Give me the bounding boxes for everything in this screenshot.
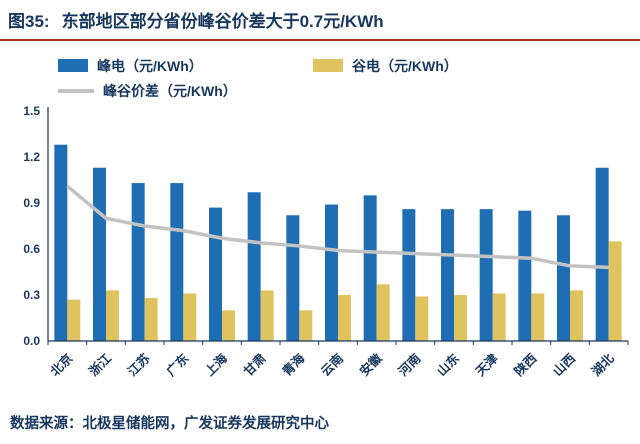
x-axis-tick-label: 青海 — [279, 350, 308, 379]
x-axis-tick-label: 江苏 — [124, 350, 153, 379]
peak-bar — [286, 215, 300, 341]
peak-bar — [93, 167, 106, 341]
y-axis-tick-label: 0.0 — [23, 334, 40, 348]
peak-bar — [518, 210, 532, 341]
legend-bar-marker — [58, 59, 88, 72]
peak-bar — [247, 192, 261, 341]
x-axis-tick-label: 上海 — [202, 350, 231, 379]
valley-bar — [376, 284, 390, 341]
peak-bar — [131, 183, 145, 341]
legend-item-2: 峰谷价差（元/KWh） — [58, 78, 313, 103]
x-axis-tick-label: 山西 — [550, 351, 578, 379]
valley-bar — [260, 290, 274, 341]
peak-bar — [363, 195, 377, 341]
valley-bar — [299, 310, 313, 341]
valley-bar — [415, 296, 429, 341]
valley-bar — [106, 290, 119, 341]
valley-bar — [222, 310, 235, 341]
chart-legend: 峰电（元/KWh） 谷电（元/KWh） 峰谷价差（元/KWh） — [58, 53, 618, 103]
peak-bar — [209, 207, 222, 341]
x-axis-tick-label: 陕西 — [511, 351, 539, 379]
valley-bar — [338, 295, 351, 341]
bar-chart: 0.0 0.3 0.6 0.9 1.2 1.5 北京 浙江 江苏 广东 上海 甘肃 青海 云南 安徽 河南 山东… — [4, 104, 640, 410]
y-axis-tick-label: 1.2 — [23, 150, 40, 164]
x-axis-tick-label: 云南 — [318, 350, 347, 379]
figure-title: 图35: 东部地区部分省份峰谷价差大于0.7元/KWh — [0, 0, 640, 39]
figure-title-text: 东部地区部分省份峰谷价差大于0.7元/KWh — [61, 12, 384, 31]
valley-bar — [570, 290, 583, 341]
title-divider — [0, 39, 640, 41]
peak-bar — [170, 183, 184, 341]
peak-bar — [557, 215, 570, 341]
x-axis-tick-label: 浙江 — [86, 350, 115, 379]
x-axis-tick-label: 河南 — [395, 350, 424, 379]
legend-label: 峰电（元/KWh） — [97, 57, 203, 74]
x-axis-tick-label: 天津 — [472, 350, 501, 379]
x-axis-tick-label: 北京 — [47, 350, 76, 379]
x-axis-tick-label: 甘肃 — [240, 350, 269, 379]
peak-bar — [479, 209, 493, 341]
valley-bar — [608, 241, 622, 341]
valley-bar — [531, 293, 545, 341]
legend-line-marker — [58, 88, 94, 93]
y-axis-tick-label: 0.9 — [23, 196, 40, 210]
x-axis-tick-label: 安徽 — [356, 350, 385, 379]
y-axis-tick-label: 0.6 — [23, 242, 40, 256]
peak-bar — [402, 209, 416, 341]
valley-bar — [454, 295, 467, 341]
figure-number: 图35: — [8, 12, 50, 31]
chart-canvas: 0.0 0.3 0.6 0.9 1.2 1.5 北京 浙江 江苏 广东 上海 甘肃 青海 云南 安徽 河南 山东… — [23, 104, 629, 379]
peak-bar — [441, 209, 454, 341]
y-axis-tick-label: 1.5 — [23, 105, 40, 118]
valley-bar — [67, 299, 81, 341]
peak-bar — [54, 144, 68, 341]
y-axis-tick-label: 0.3 — [23, 288, 40, 302]
valley-bar — [183, 293, 197, 341]
legend-label: 峰谷价差（元/KWh） — [103, 82, 237, 99]
x-axis-tick-label: 山东 — [434, 350, 463, 379]
x-axis-tick-label: 广东 — [163, 350, 192, 379]
legend-bar-marker — [313, 59, 343, 72]
legend-item-1: 谷电（元/KWh） — [313, 53, 568, 78]
data-source: 数据来源：北极星储能网，广发证券发展研究中心 — [10, 416, 329, 432]
valley-bar — [144, 298, 158, 341]
diff-line — [66, 184, 609, 270]
legend-label: 谷电（元/KWh） — [352, 57, 458, 74]
valley-bar — [492, 293, 506, 341]
legend-item-0: 峰电（元/KWh） — [58, 53, 313, 78]
peak-bar — [325, 204, 338, 341]
x-axis-tick-label: 湖北 — [588, 350, 617, 379]
peak-bar — [595, 167, 609, 341]
